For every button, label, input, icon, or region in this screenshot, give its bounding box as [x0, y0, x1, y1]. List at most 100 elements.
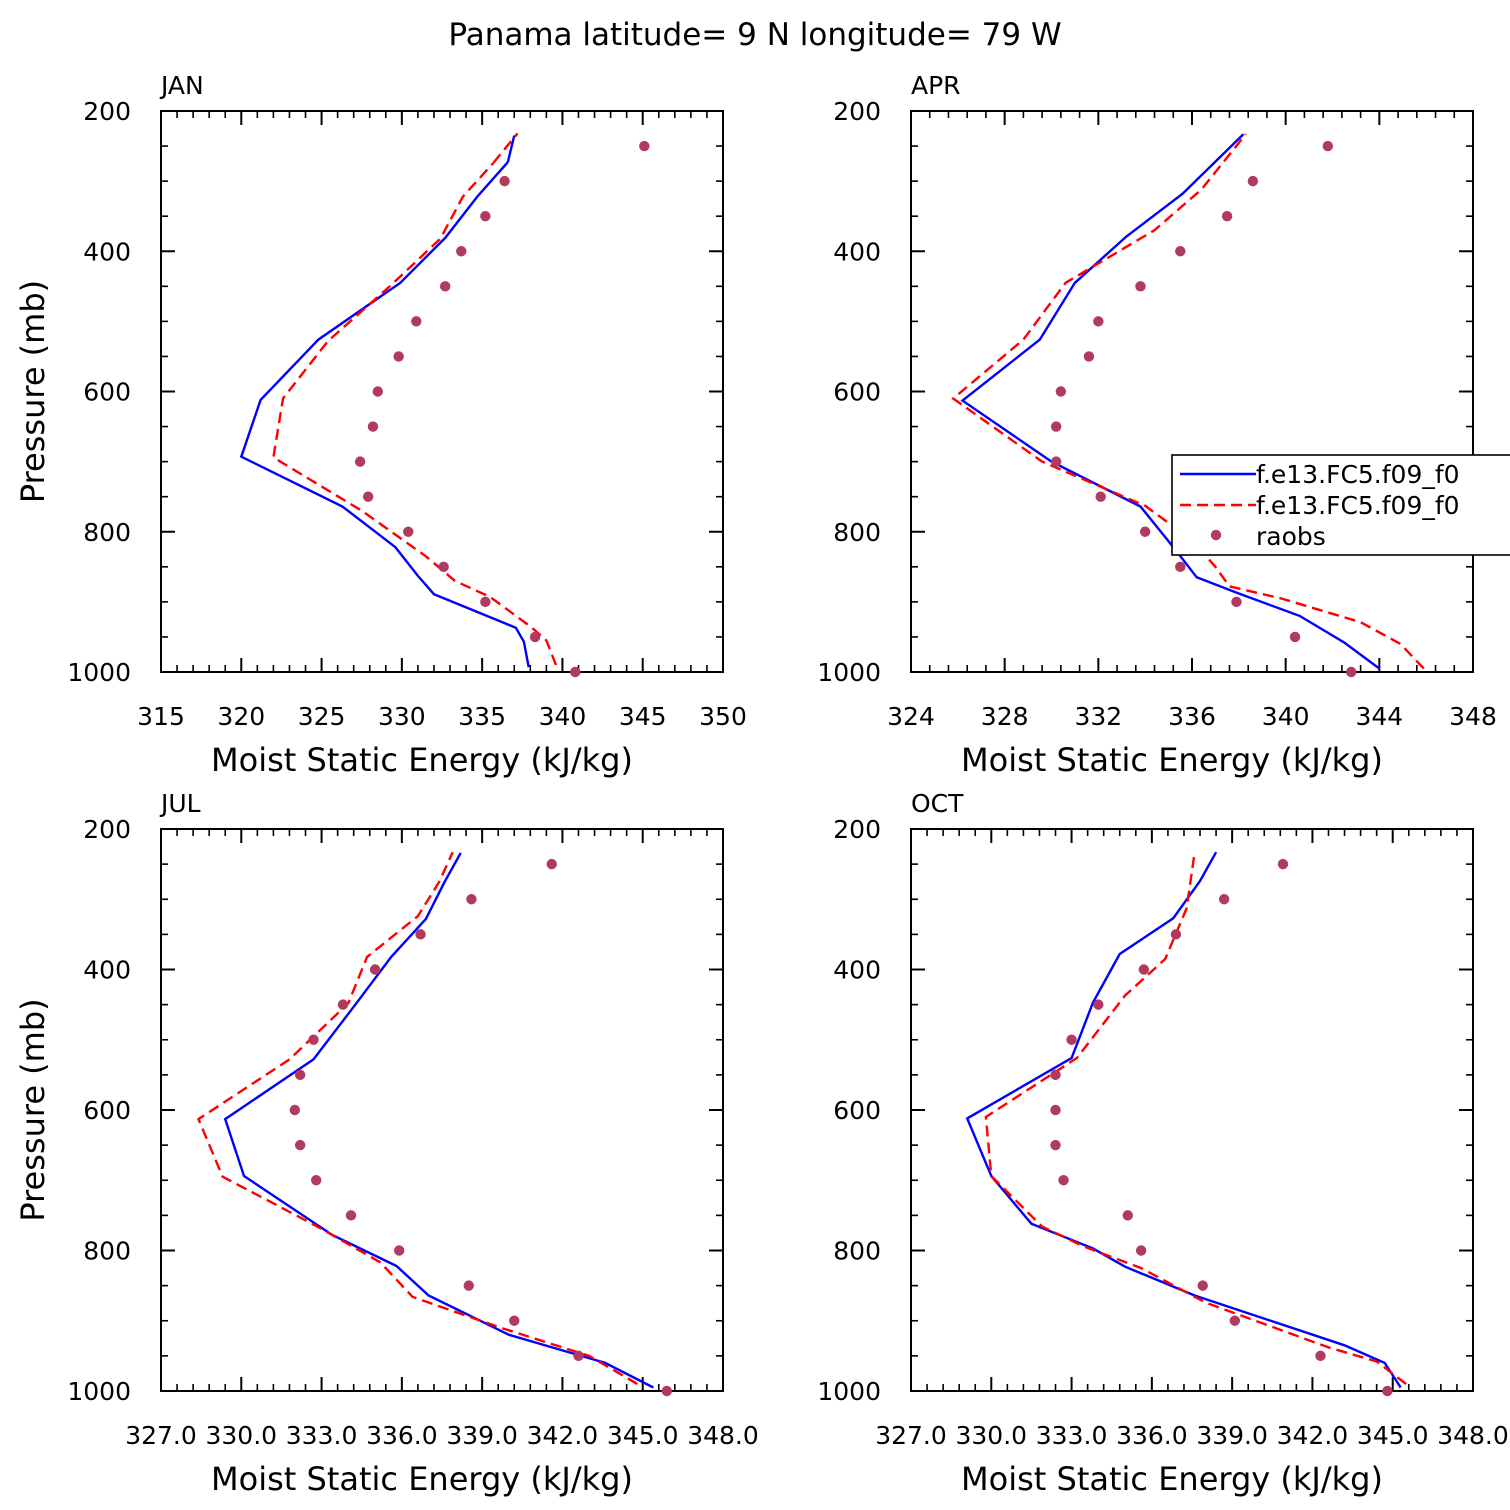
raobs-point — [1050, 1139, 1061, 1151]
raobs-point — [311, 1175, 322, 1186]
x-tick-label: 330 — [378, 702, 426, 731]
x-tick-label: 340 — [1262, 702, 1310, 731]
series-line-solid — [239, 161, 530, 668]
panel-title: JUL — [159, 789, 201, 818]
x-tick-label: 332 — [1074, 702, 1122, 731]
y-tick-label: 800 — [833, 518, 881, 547]
plot-frame — [160, 110, 724, 673]
raobs-point — [1058, 1175, 1069, 1186]
raobs-point — [308, 1034, 319, 1045]
raobs-point — [354, 456, 366, 467]
x-tick-label: 348.0 — [1437, 1421, 1509, 1450]
panel-title: APR — [911, 71, 961, 100]
raobs-point — [1277, 858, 1289, 870]
x-tick-label: 340 — [539, 702, 587, 731]
plot-frame — [910, 110, 1474, 673]
y-tick-label: 200 — [83, 815, 131, 844]
x-tick-label: 333.0 — [1036, 1421, 1108, 1450]
raobs-point — [367, 421, 379, 432]
series-line-solid — [965, 851, 1402, 1389]
x-tick-label: 339.0 — [1196, 1421, 1268, 1450]
series-line-dashed — [197, 851, 639, 1386]
legend-label: f.e13.FC5.f09_f0 — [1256, 460, 1460, 489]
panel-title: JAN — [159, 71, 204, 100]
raobs-point — [1135, 1245, 1147, 1256]
y-tick-label: 800 — [83, 518, 131, 547]
x-tick-label: 330.0 — [205, 1421, 277, 1450]
y-tick-label: 200 — [833, 97, 881, 126]
figure-title: Panama latitude= 9 N longitude= 79 W — [448, 17, 1061, 53]
y-tick-label: 600 — [83, 1096, 131, 1125]
raobs-point — [1315, 1350, 1326, 1362]
x-tick-label: 324 — [887, 702, 935, 731]
raobs-point — [1382, 1385, 1393, 1397]
raobs-point — [1289, 631, 1301, 643]
raobs-point — [1346, 666, 1357, 678]
raobs-point — [661, 1385, 672, 1397]
raobs-point — [393, 351, 404, 362]
raobs-point — [1050, 421, 1062, 432]
legend-box — [1171, 454, 1510, 556]
series-line-dashed — [984, 852, 1407, 1385]
y-tick-label: 400 — [83, 237, 131, 266]
raobs-point — [393, 1245, 405, 1256]
raobs-point — [403, 526, 414, 537]
raobs-point — [1066, 1034, 1077, 1045]
y-tick-label: 800 — [83, 1237, 131, 1266]
raobs-point — [289, 1104, 301, 1116]
panel-title: OCT — [911, 789, 964, 818]
x-tick-label: 344 — [1355, 702, 1403, 731]
raobs-point — [466, 894, 477, 905]
raobs-point — [411, 316, 422, 327]
x-tick-label: 320 — [217, 702, 265, 731]
y-tick-label: 600 — [83, 378, 131, 407]
raobs-point — [294, 1139, 306, 1151]
legend-label: raobs — [1256, 522, 1326, 551]
x-tick-label: 339.0 — [446, 1421, 518, 1450]
raobs-point — [1083, 351, 1095, 362]
panel-oct: 327.0 330.0 333.0 336.0 339.0 342.0 345.0 348.0… — [817, 789, 1508, 1498]
raobs-point — [1229, 1315, 1241, 1326]
raobs-point — [1095, 491, 1106, 502]
series-line-solid — [506, 135, 516, 163]
y-tick-label: 200 — [833, 815, 881, 844]
x-tick-label: 342.0 — [1277, 1421, 1349, 1450]
y-tick-label: 400 — [83, 956, 131, 985]
raobs-point — [1175, 246, 1186, 257]
x-tick-label: 345.0 — [607, 1421, 679, 1450]
series-line-dashed — [272, 162, 558, 666]
series-line-solid — [960, 133, 1381, 670]
raobs-point — [1322, 140, 1334, 152]
raobs-point — [1050, 456, 1062, 467]
x-tick-label: 350 — [699, 702, 747, 731]
series-line-dashed — [951, 133, 1425, 670]
raobs-point — [1122, 1210, 1133, 1221]
y-tick-label: 1000 — [67, 658, 131, 687]
x-tick-label: 328 — [981, 702, 1029, 731]
x-tick-label: 336.0 — [366, 1421, 438, 1450]
raobs-point — [1135, 281, 1146, 292]
raobs-point — [480, 596, 491, 608]
series-line-solid — [223, 852, 654, 1389]
panels: 315 320 325 330 335 340 345 350 200 400 600 800 1000… — [14, 71, 1509, 1498]
y-tick-label: 1000 — [817, 1377, 881, 1406]
x-axis-label: Moist Static Energy (kJ/kg) — [961, 741, 1383, 779]
y-tick-label: 400 — [833, 956, 881, 985]
panel-jul: 327.0 330.0 333.0 336.0 339.0 342.0 345.0 348.0… — [14, 789, 759, 1498]
raobs-point — [1093, 316, 1104, 327]
raobs-point — [1050, 1104, 1061, 1116]
raobs-point — [294, 1069, 306, 1081]
y-tick-label: 1000 — [67, 1377, 131, 1406]
raobs-point — [573, 1350, 584, 1362]
x-axis-label: Moist Static Energy (kJ/kg) — [211, 741, 633, 779]
panel-jan: 315 320 325 330 335 340 345 350 200 400 600 800 1000… — [14, 71, 747, 779]
raobs-point — [372, 386, 383, 397]
series-line-dashed — [492, 132, 519, 164]
raobs-point — [337, 999, 349, 1010]
raobs-point — [415, 929, 426, 940]
raobs-point — [639, 140, 650, 152]
x-axis-label: Moist Static Energy (kJ/kg) — [211, 1460, 633, 1498]
raobs-point — [463, 1280, 474, 1291]
raobs-point — [1247, 175, 1259, 187]
